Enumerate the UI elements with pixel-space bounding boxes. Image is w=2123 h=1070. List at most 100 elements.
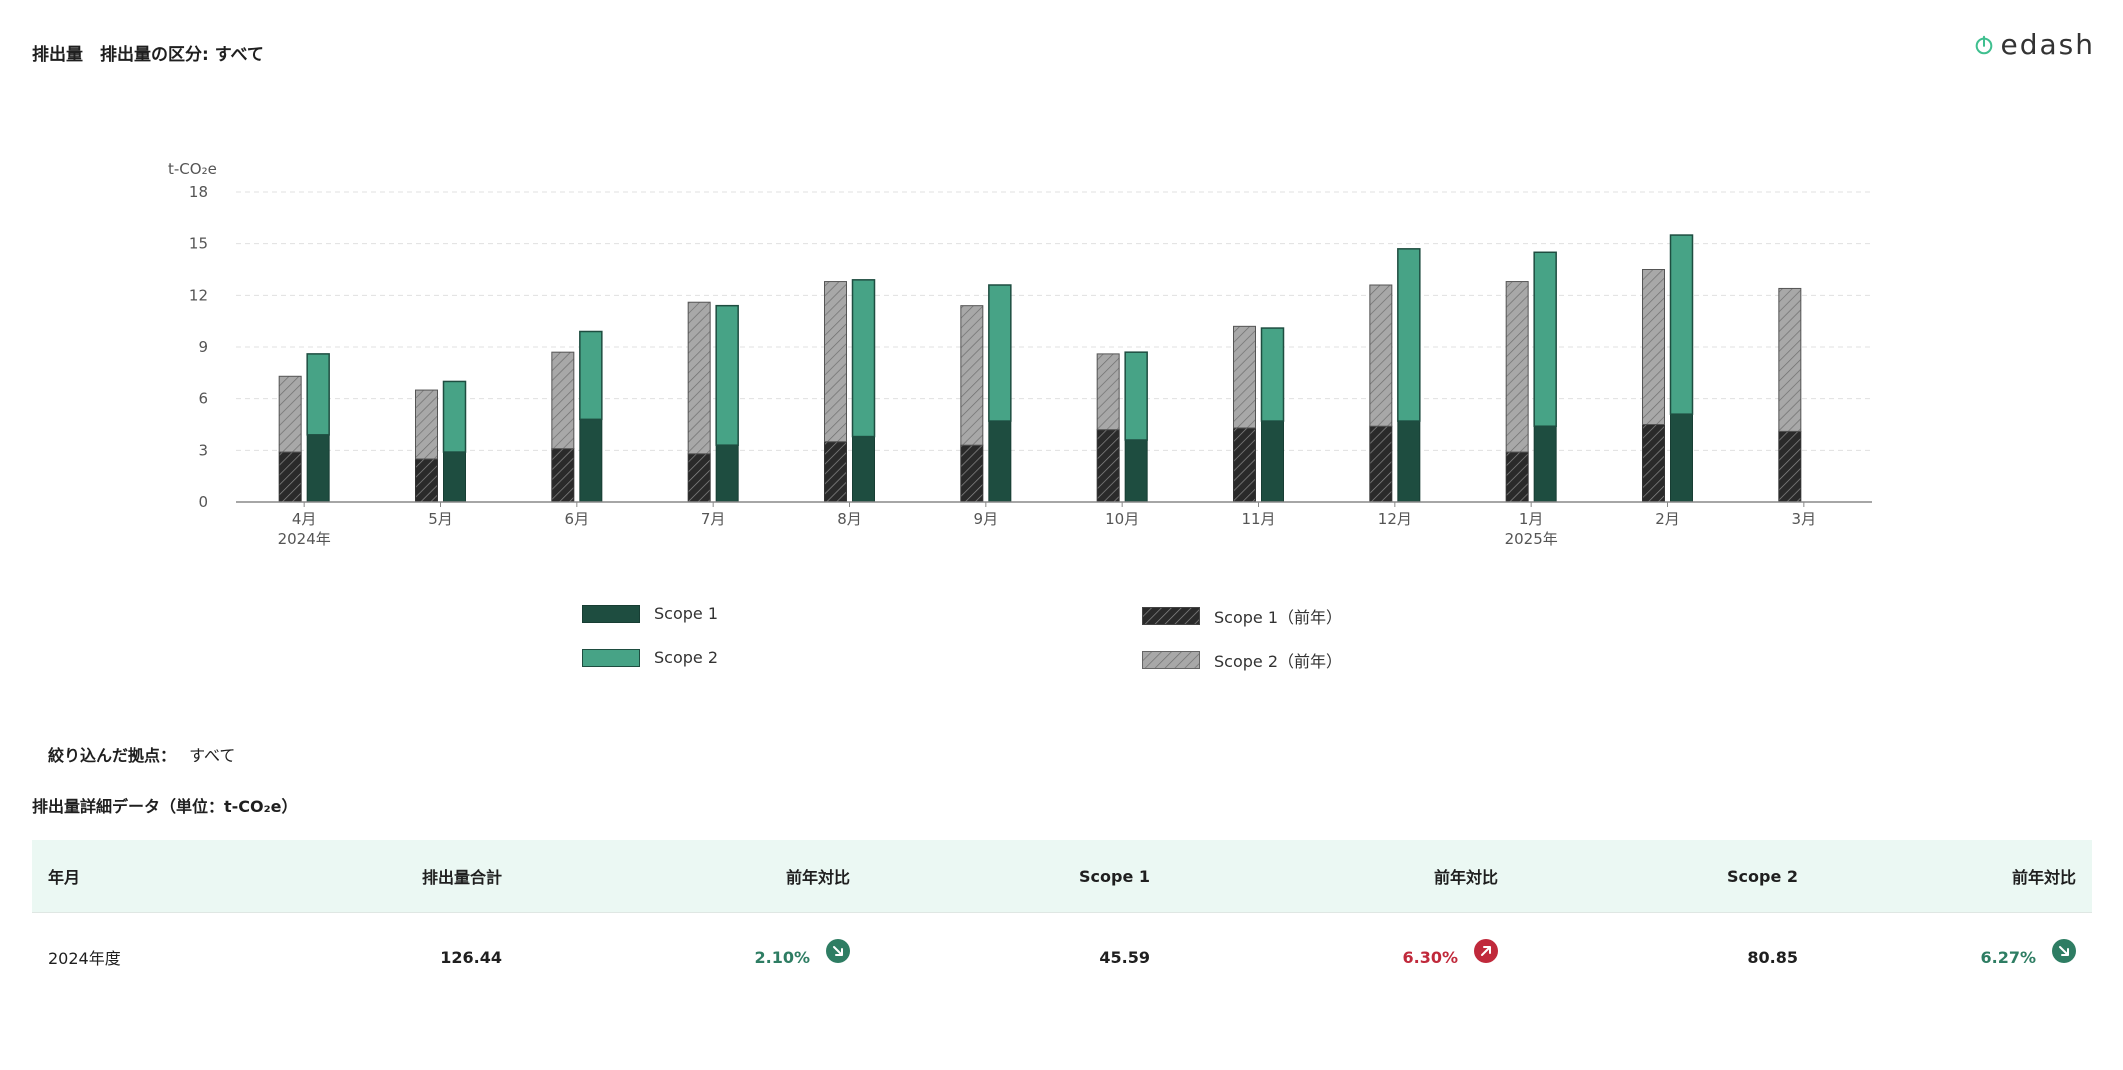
bar-scope2-prev bbox=[551, 351, 575, 450]
filter-value: すべて bbox=[189, 746, 236, 765]
bar-scope1 bbox=[1397, 420, 1421, 503]
bar-scope1 bbox=[1533, 425, 1557, 503]
th-scope2: Scope 2 bbox=[1726, 866, 1798, 886]
bar-scope1 bbox=[1124, 439, 1148, 503]
legend-label-scope1: Scope 1 bbox=[654, 604, 719, 623]
bar-scope2 bbox=[1124, 351, 1148, 441]
brand-logo: edash bbox=[1973, 28, 2096, 61]
bar-scope1-prev bbox=[1369, 425, 1393, 503]
bar-scope2 bbox=[306, 353, 330, 436]
table-header: 年月 排出量合計 前年対比 Scope 1 前年対比 Scope 2 前年対比 bbox=[32, 840, 2092, 913]
arrow-down-right-icon bbox=[826, 939, 850, 963]
bar-scope2 bbox=[1669, 234, 1694, 415]
x-tick-label: 8月 bbox=[837, 510, 862, 528]
y-tick-label: 0 bbox=[198, 493, 208, 511]
y-tick-label: 18 bbox=[189, 183, 208, 201]
bar-scope1-prev bbox=[824, 441, 847, 503]
bar-scope2 bbox=[988, 284, 1012, 422]
x-tick-label: 3月 bbox=[1792, 510, 1817, 528]
legend-label-scope1-prev: Scope 1（前年） bbox=[1214, 608, 1343, 627]
bar-scope1-prev bbox=[1233, 427, 1256, 503]
location-filter: 絞り込んだ拠点： すべて bbox=[48, 742, 235, 766]
emissions-chart: t-CO₂e 0 3 6 9 12 15 18 4月 2024年 5月 6月 7月 8月 9月 10月 11月 1… bbox=[0, 150, 2123, 570]
bar-scope2 bbox=[1397, 248, 1421, 422]
y-tick-label: 6 bbox=[198, 390, 208, 408]
legend-item-scope2: Scope 2 bbox=[582, 648, 718, 667]
row-total: 126.44 bbox=[440, 947, 502, 967]
bar-scope2 bbox=[579, 330, 603, 421]
x-year-label: 2025年 bbox=[1505, 530, 1558, 548]
filter-label: 絞り込んだ拠点： bbox=[48, 746, 177, 765]
bar-scope2-prev bbox=[1642, 269, 1665, 425]
logo-text: edash bbox=[2000, 28, 2095, 61]
bar-scope1 bbox=[443, 451, 466, 503]
th-total: 排出量合計 bbox=[421, 868, 502, 887]
bar-scope1 bbox=[306, 434, 330, 503]
detail-table: 年月 排出量合計 前年対比 Scope 1 前年対比 Scope 2 前年対比 … bbox=[32, 840, 2092, 1001]
legend-item-scope1-prev: Scope 1（前年） bbox=[1142, 604, 1342, 628]
bar-scope2-prev bbox=[1505, 281, 1529, 453]
legend-item-scope2-prev: Scope 2（前年） bbox=[1142, 648, 1342, 672]
th-period: 年月 bbox=[48, 868, 81, 887]
bar-scope1 bbox=[852, 436, 875, 503]
bar-scope2 bbox=[442, 380, 467, 453]
bar-scope2-prev bbox=[1233, 325, 1256, 429]
bar-scope2-prev bbox=[960, 305, 984, 446]
bar-scope1 bbox=[988, 420, 1012, 503]
emissions-chart-svg: t-CO₂e 0 3 6 9 12 15 18 4月 2024年 5月 6月 7月 8月 9月 10月 11月 1… bbox=[168, 160, 1872, 548]
bar-scope2 bbox=[1260, 327, 1285, 422]
th-scope1: Scope 1 bbox=[1078, 866, 1150, 886]
x-tick-label: 1月 bbox=[1519, 510, 1544, 528]
th-total-yoy: 前年対比 bbox=[785, 868, 850, 887]
legend-swatch-scope1-prev bbox=[1142, 607, 1200, 625]
arrow-up-right-icon bbox=[1474, 939, 1498, 963]
x-tick-label: 4月 bbox=[292, 510, 317, 528]
x-tick-label: 2月 bbox=[1655, 510, 1680, 528]
chart-legend: Scope 1 Scope 2 Scope 1（前年） Scope 2（前年） bbox=[0, 600, 2123, 680]
x-tick-label: 9月 bbox=[974, 510, 999, 528]
x-tick-label: 11月 bbox=[1241, 510, 1275, 528]
row-total-yoy: 2.10% bbox=[754, 947, 810, 967]
legend-label-scope2-prev: Scope 2（前年） bbox=[1214, 652, 1343, 671]
th-scope2-yoy: 前年対比 bbox=[2011, 868, 2076, 887]
x-tick-label: 6月 bbox=[565, 510, 590, 528]
bar-scope2-prev bbox=[1096, 353, 1120, 431]
bar-scope2 bbox=[1533, 251, 1557, 427]
x-tick-label: 10月 bbox=[1105, 510, 1139, 528]
arrow-down-right-icon bbox=[2052, 939, 2076, 963]
legend-item-scope1: Scope 1 bbox=[582, 604, 718, 623]
row-scope1: 45.59 bbox=[1099, 947, 1150, 967]
detail-title: 排出量詳細データ（単位：t-CO₂e） bbox=[32, 797, 298, 816]
x-tick-label: 12月 bbox=[1378, 510, 1412, 528]
row-scope1-yoy-cell: 6.30% bbox=[1150, 939, 1498, 969]
bar-scope2-prev bbox=[415, 389, 438, 460]
page-title: 排出量 排出量の区分: すべて bbox=[32, 45, 264, 65]
bar-scope1-prev bbox=[1642, 424, 1665, 503]
bar-scope2-prev bbox=[824, 281, 847, 443]
x-tick-label: 7月 bbox=[701, 510, 726, 528]
legend-label-scope2: Scope 2 bbox=[654, 648, 719, 667]
bar-scope2-prev bbox=[1778, 287, 1802, 432]
y-axis-label: t-CO₂e bbox=[168, 160, 217, 178]
bar-scope1-prev bbox=[960, 444, 984, 503]
legend-swatch-scope1 bbox=[582, 604, 640, 623]
bar-scope2 bbox=[851, 279, 876, 438]
bar-scope2-prev bbox=[1369, 284, 1393, 427]
y-tick-label: 3 bbox=[198, 441, 208, 459]
legend-swatch-scope2 bbox=[582, 648, 640, 667]
bar-scope1-prev bbox=[278, 451, 302, 503]
bar-scope1 bbox=[715, 444, 739, 503]
y-tick-label: 12 bbox=[189, 286, 208, 304]
table-row: 2024年度 126.44 2.10% 45.59 6.30% 80.85 6.… bbox=[32, 913, 2092, 1001]
bar-scope1-prev bbox=[687, 453, 711, 503]
edash-logo-icon bbox=[1975, 35, 1992, 54]
legend-swatch-scope2-prev bbox=[1142, 651, 1200, 669]
row-scope1-yoy: 6.30% bbox=[1402, 947, 1458, 967]
bar-scope1-prev bbox=[415, 458, 438, 503]
bar-scope2-prev bbox=[278, 375, 302, 453]
row-total-yoy-cell: 2.10% bbox=[502, 939, 850, 969]
bar-scope1 bbox=[1670, 413, 1693, 503]
row-scope2-yoy: 6.27% bbox=[1980, 947, 2036, 967]
row-scope2-yoy-cell: 6.27% bbox=[1798, 939, 2092, 969]
bar-scope1 bbox=[1261, 420, 1284, 503]
